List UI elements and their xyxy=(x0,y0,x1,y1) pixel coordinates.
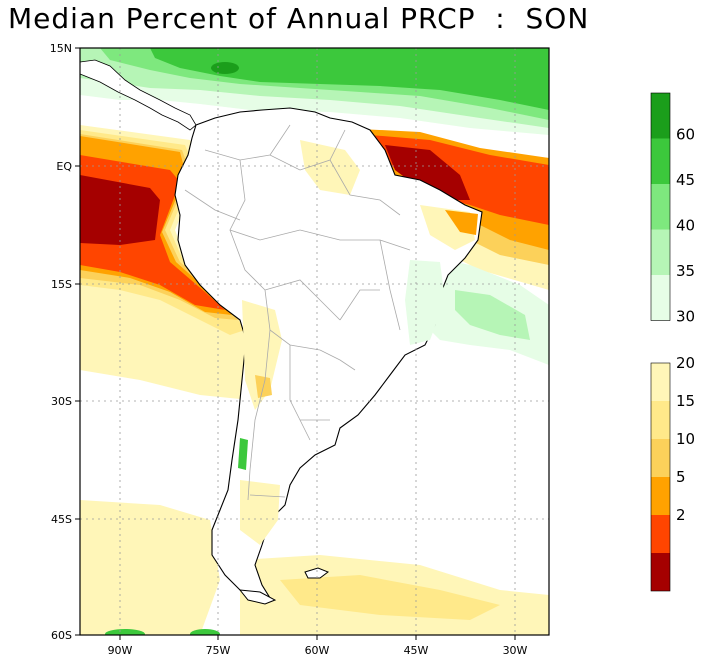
colorbar-upper-swatch-4 xyxy=(651,275,670,321)
chile-green-strip xyxy=(238,438,248,470)
colorbar-lower-label-2: 10 xyxy=(676,430,695,448)
lat-label-15n: 15N xyxy=(50,42,72,55)
colorbar-lower-swatch-3 xyxy=(651,477,670,515)
lat-label-15s: 15S xyxy=(51,278,72,291)
lat-label-eq: EQ xyxy=(56,160,72,173)
atlantic-dark-red-core xyxy=(385,145,470,200)
colorbar-upper-swatch-3 xyxy=(651,229,670,275)
lat-label-45s: 45S xyxy=(51,513,72,526)
colorbar: 60 45 40 35 30 20 15 10 5 2 xyxy=(650,92,695,592)
northeast-brazil-orange xyxy=(445,210,478,235)
colorbar-lower-label-0: 20 xyxy=(676,354,695,372)
antarctic-green-spot-1 xyxy=(105,629,145,635)
east-brazil-green xyxy=(405,260,445,345)
colorbar-upper-swatch-2 xyxy=(651,184,670,230)
map-plot-area xyxy=(80,48,549,635)
southern-pacific-yellow xyxy=(80,500,220,635)
lon-label-75w: 75W xyxy=(206,644,231,657)
andes-yellow-patch xyxy=(242,300,282,410)
colorbar-lower-swatch-0 xyxy=(651,363,670,401)
lat-label-60s: 60S xyxy=(51,629,72,642)
colorbar-upper-frame xyxy=(650,92,671,321)
graticule xyxy=(80,48,549,635)
colorbar-upper-label-3: 35 xyxy=(676,262,695,280)
colorbar-lower-swatch-5 xyxy=(651,553,670,591)
brazil-yellow-patch xyxy=(300,140,360,195)
lon-label-30w: 30W xyxy=(503,644,528,657)
colorbar-upper-label-1: 45 xyxy=(676,171,695,189)
colorbar-lower-swatch-4 xyxy=(651,515,670,553)
colorbar-lower-label-3: 5 xyxy=(676,468,686,486)
colorbar-lower-swatch-2 xyxy=(651,439,670,477)
antarctic-green-spot-2 xyxy=(190,629,220,635)
lat-label-30s: 30S xyxy=(51,395,72,408)
colorbar-lower-frame xyxy=(650,362,671,592)
axis-ticks xyxy=(75,47,516,640)
colorbar-upper-label-4: 30 xyxy=(676,308,695,326)
map-title: Median Percent of Annual PRCP : SON xyxy=(8,2,590,35)
lon-label-60w: 60W xyxy=(305,644,330,657)
caribbean-green-band xyxy=(150,48,549,110)
colorbar-upper-label-0: 60 xyxy=(676,126,695,144)
colorbar-upper-swatch-1 xyxy=(651,138,670,184)
country-borders xyxy=(184,124,411,501)
lon-label-90w: 90W xyxy=(108,644,133,657)
colorbar-lower-label-4: 2 xyxy=(676,506,686,524)
falkland-islands xyxy=(304,567,330,579)
colorbar-lower-swatch-1 xyxy=(651,401,670,439)
colorbar-lower-label-1: 15 xyxy=(676,392,695,410)
colorbar-upper-swatch-0 xyxy=(651,93,670,139)
caribbean-dark-green-spot xyxy=(211,62,239,74)
south-atlantic-light-green xyxy=(455,290,530,340)
southern-atlantic-gold xyxy=(280,575,500,620)
central-america-land xyxy=(80,59,197,131)
lon-label-45w: 45W xyxy=(404,644,429,657)
tierra-del-fuego xyxy=(238,589,277,605)
plot-frame xyxy=(79,47,550,636)
colorbar-upper-label-2: 40 xyxy=(676,217,695,235)
